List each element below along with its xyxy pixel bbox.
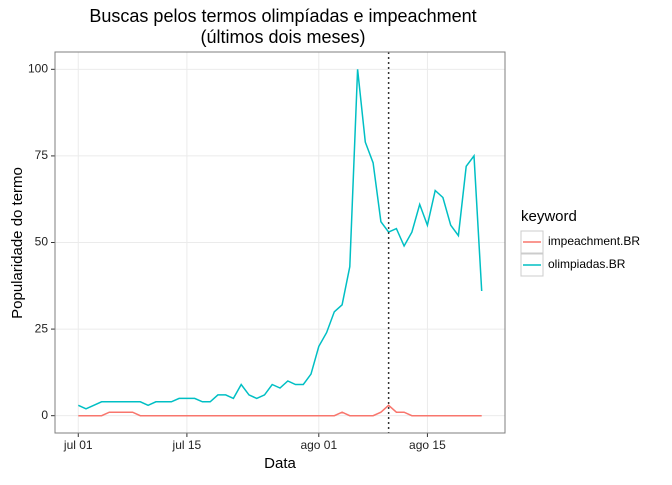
legend-label: impeachment.BR bbox=[548, 234, 640, 248]
y-tick-label: 25 bbox=[35, 321, 49, 335]
data-line bbox=[78, 404, 482, 417]
legend-title: keyword bbox=[521, 208, 577, 225]
x-tick-label: ago 15 bbox=[409, 438, 446, 452]
y-tick-label: 75 bbox=[35, 148, 49, 162]
x-tick-label: jul 01 bbox=[63, 438, 93, 452]
y-tick-label: 100 bbox=[28, 61, 48, 75]
plot-border bbox=[54, 51, 506, 434]
y-tick-label: 50 bbox=[35, 235, 49, 249]
chart-subtitle: (últimos dois meses) bbox=[200, 27, 365, 47]
y-axis-label: Popularidade do termo bbox=[9, 167, 26, 319]
x-axis-label: Data bbox=[264, 455, 296, 472]
legend-label: olimpiadas.BR bbox=[548, 257, 626, 271]
y-tick-label: 0 bbox=[41, 408, 48, 422]
chart-title: Buscas pelos termos olimpíadas e impeach… bbox=[89, 6, 476, 26]
x-tick-label: ago 01 bbox=[300, 438, 337, 452]
x-tick-label: jul 15 bbox=[172, 438, 202, 452]
data-line bbox=[77, 69, 483, 410]
